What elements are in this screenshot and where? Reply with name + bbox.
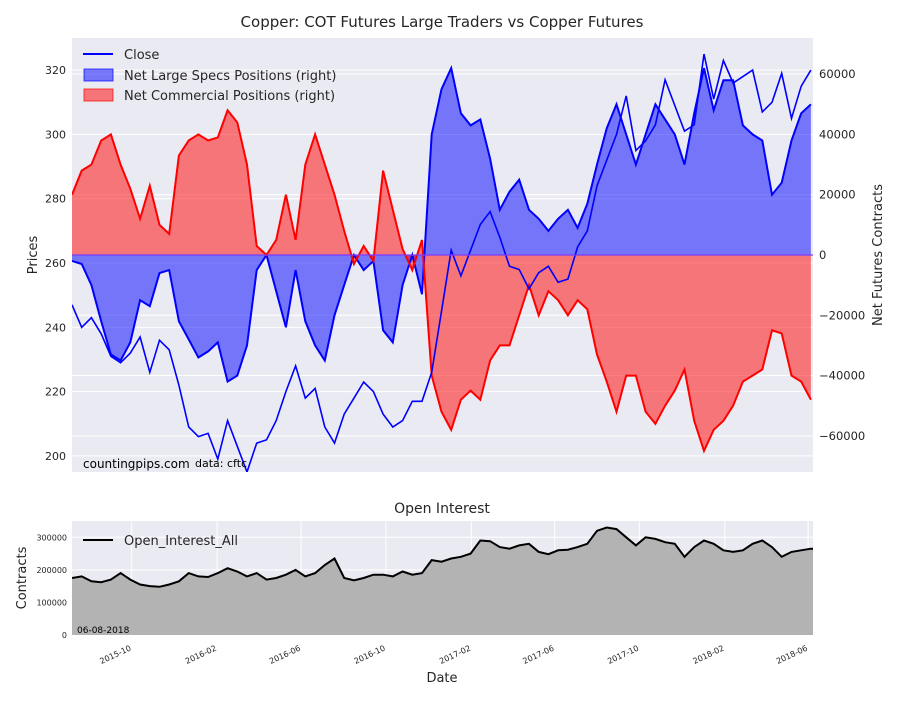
- bottom-x-tick-label: 2018-02: [692, 644, 726, 666]
- bottom-y-tick-label: 200000: [36, 566, 67, 575]
- left-tick-label: 280: [45, 193, 66, 206]
- bottom-x-tick-label: 2016-06: [268, 644, 302, 666]
- commercial-area: [72, 110, 811, 451]
- right-tick-label: −40000: [819, 369, 865, 383]
- right-tick-label: −20000: [819, 308, 865, 322]
- right-tick-label: 20000: [819, 188, 856, 202]
- right-tick-label: 0: [819, 248, 826, 262]
- bottom-x-tick-label: 2017-02: [438, 644, 472, 666]
- large-specs-area: [72, 68, 811, 382]
- bottom-y-tick-label: 300000: [36, 533, 67, 542]
- legend-swatch-large-specs: [83, 68, 114, 82]
- bottom-x-tick-label: 2016-02: [184, 644, 218, 666]
- source-annotation: countingpips.com: [83, 457, 190, 471]
- bottom-y-tick-label: 100000: [36, 598, 67, 607]
- top-area-fills: [72, 68, 811, 451]
- close-price-line: [72, 53, 812, 472]
- bottom-y-tick-label: 0: [62, 631, 67, 640]
- top-series-lines: [72, 53, 813, 472]
- bottom-legend: Open_Interest_All: [83, 534, 238, 549]
- right-tick-label: 40000: [819, 127, 856, 141]
- bottom-x-tick-label: 2015-10: [98, 644, 132, 666]
- bottom-area: [72, 526, 813, 635]
- legend-label-open-interest: Open_Interest_All: [124, 534, 238, 549]
- bottom-x-tick-label: 2017-10: [606, 644, 640, 666]
- left-tick-label: 300: [45, 128, 66, 141]
- open-interest-line: [72, 526, 813, 588]
- large-specs-line: [72, 64, 812, 384]
- top-left-tick-labels: 200 220 240 260 280 300 320: [45, 64, 66, 463]
- left-tick-label: 320: [45, 64, 66, 77]
- commercial-line: [72, 108, 812, 454]
- data-credit-annotation: data: cftc: [195, 457, 247, 470]
- top-chart-title: Copper: COT Futures Large Traders vs Cop…: [241, 13, 644, 31]
- left-tick-label: 260: [45, 257, 66, 270]
- left-tick-label: 200: [45, 450, 66, 463]
- legend-swatch-commercial: [83, 88, 114, 102]
- left-tick-label: 220: [45, 386, 66, 399]
- bottom-chart-title: Open Interest: [394, 501, 490, 517]
- bottom-x-tick-labels: 2015-10 2016-02 2016-06 2016-10 2017-02 2017-…: [98, 644, 809, 666]
- legend-label-close: Close: [124, 48, 159, 63]
- top-legend: Close Net Large Specs Positions (right) …: [83, 48, 336, 104]
- bottom-x-tick-label: 2017-06: [521, 644, 555, 666]
- bottom-x-axis-label: Date: [426, 671, 457, 686]
- right-tick-label: 60000: [819, 67, 856, 81]
- right-axis-label: Net Futures Contracts: [871, 184, 886, 326]
- legend-label-large-specs: Net Large Specs Positions (right): [124, 69, 336, 84]
- top-right-tick-labels: −60000 −40000 −20000 0 20000 40000 60000: [819, 67, 865, 443]
- bottom-y-axis-label: Contracts: [15, 546, 30, 609]
- bottom-x-tick-label: 2018-06: [775, 644, 809, 666]
- left-axis-label: Prices: [26, 236, 41, 275]
- bottom-y-tick-labels: 0 100000 200000 300000: [36, 533, 67, 640]
- open-interest-fill: [72, 527, 813, 635]
- bottom-x-tick-label: 2016-10: [353, 644, 387, 666]
- right-tick-label: −60000: [819, 429, 865, 443]
- left-tick-label: 240: [45, 321, 66, 334]
- legend-label-commercial: Net Commercial Positions (right): [124, 89, 335, 104]
- date-annotation: 06-08-2018: [77, 626, 130, 636]
